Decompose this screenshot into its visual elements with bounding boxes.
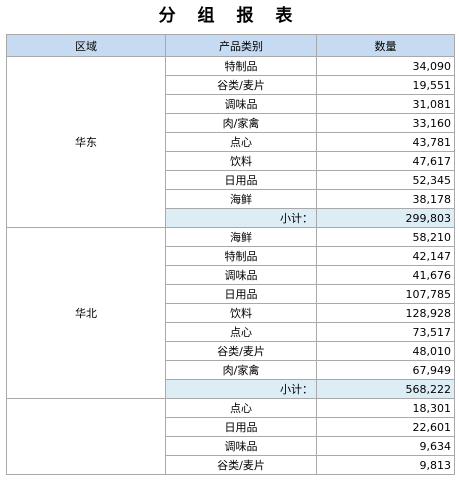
category-cell[interactable]: 点心 xyxy=(165,132,317,152)
table-row: 饮料 47,617 xyxy=(7,151,455,171)
quantity-cell[interactable]: 107,785 xyxy=(316,284,455,304)
category-cell[interactable]: 肉/家禽 xyxy=(165,360,317,380)
quantity-cell[interactable]: 67,949 xyxy=(316,360,455,380)
column-header-quantity[interactable]: 数量 xyxy=(316,34,455,57)
category-cell[interactable]: 调味品 xyxy=(165,436,317,456)
table-row: 海鲜 38,178 xyxy=(7,189,455,209)
quantity-cell[interactable]: 58,210 xyxy=(316,227,455,247)
subtotal-label: 小计： xyxy=(165,379,317,399)
quantity-cell[interactable]: 18,301 xyxy=(316,398,455,418)
quantity-cell[interactable]: 128,928 xyxy=(316,303,455,323)
quantity-cell[interactable]: 31,081 xyxy=(316,94,455,114)
category-cell[interactable]: 谷类/麦片 xyxy=(165,75,317,95)
quantity-cell[interactable]: 38,178 xyxy=(316,189,455,209)
category-cell[interactable]: 调味品 xyxy=(165,265,317,285)
quantity-cell[interactable]: 22,601 xyxy=(316,417,455,437)
category-cell[interactable]: 日用品 xyxy=(165,417,317,437)
table-row: 饮料 128,928 xyxy=(7,303,455,323)
quantity-cell[interactable]: 52,345 xyxy=(316,170,455,190)
table-row: 谷类/麦片 48,010 xyxy=(7,341,455,361)
grouped-report-table: 区域 产品类别 数量 华东 特制品 34,090 谷类/麦片 19,551 调味… xyxy=(6,34,455,475)
category-cell[interactable]: 饮料 xyxy=(165,151,317,171)
category-cell[interactable]: 特制品 xyxy=(165,56,317,76)
category-cell[interactable]: 饮料 xyxy=(165,303,317,323)
category-cell[interactable]: 谷类/麦片 xyxy=(165,455,317,475)
subtotal-label: 小计： xyxy=(165,208,317,228)
table-header-row: 区域 产品类别 数量 xyxy=(6,34,455,57)
category-cell[interactable]: 调味品 xyxy=(165,94,317,114)
quantity-cell[interactable]: 41,676 xyxy=(316,265,455,285)
category-cell[interactable]: 日用品 xyxy=(165,284,317,304)
category-cell[interactable]: 谷类/麦片 xyxy=(165,341,317,361)
quantity-cell[interactable]: 34,090 xyxy=(316,56,455,76)
quantity-cell[interactable]: 42,147 xyxy=(316,246,455,266)
column-header-category[interactable]: 产品类别 xyxy=(165,34,317,57)
column-header-region[interactable]: 区域 xyxy=(6,34,166,57)
quantity-cell[interactable]: 9,634 xyxy=(316,436,455,456)
subtotal-row: 小计： 568,222 xyxy=(7,379,455,399)
subtotal-value[interactable]: 299,803 xyxy=(316,208,455,228)
report-title: 分 组 报 表 xyxy=(158,6,301,26)
table-row: 调味品 41,676 xyxy=(7,265,455,285)
category-cell[interactable]: 日用品 xyxy=(165,170,317,190)
category-cell[interactable]: 海鲜 xyxy=(165,189,317,209)
category-cell[interactable]: 点心 xyxy=(165,398,317,418)
region-cell[interactable]: 华北 xyxy=(6,227,166,399)
table-row: 点心 18,301 xyxy=(6,398,455,475)
quantity-cell[interactable]: 47,617 xyxy=(316,151,455,171)
category-cell[interactable]: 肉/家禽 xyxy=(165,113,317,133)
table-row: 日用品 107,785 xyxy=(7,284,455,304)
quantity-cell[interactable]: 33,160 xyxy=(316,113,455,133)
region-cell[interactable]: 华东 xyxy=(6,56,166,228)
quantity-cell[interactable]: 43,781 xyxy=(316,132,455,152)
category-cell[interactable]: 特制品 xyxy=(165,246,317,266)
quantity-cell[interactable]: 19,551 xyxy=(316,75,455,95)
table-row: 肉/家禽 33,160 xyxy=(7,113,455,133)
table-row: 华东 特制品 34,090 xyxy=(6,56,455,228)
category-cell[interactable]: 海鲜 xyxy=(165,227,317,247)
table-row: 肉/家禽 67,949 xyxy=(7,360,455,380)
table-row: 谷类/麦片 9,813 xyxy=(7,455,455,475)
region-cell[interactable] xyxy=(6,398,166,475)
subtotal-row: 小计： 299,803 xyxy=(7,208,455,228)
table-row: 华北 海鲜 58,210 xyxy=(6,227,455,399)
subtotal-value[interactable]: 568,222 xyxy=(316,379,455,399)
quantity-cell[interactable]: 9,813 xyxy=(316,455,455,475)
quantity-cell[interactable]: 73,517 xyxy=(316,322,455,342)
quantity-cell[interactable]: 48,010 xyxy=(316,341,455,361)
table-row: 点心 73,517 xyxy=(7,322,455,342)
category-cell[interactable]: 点心 xyxy=(165,322,317,342)
